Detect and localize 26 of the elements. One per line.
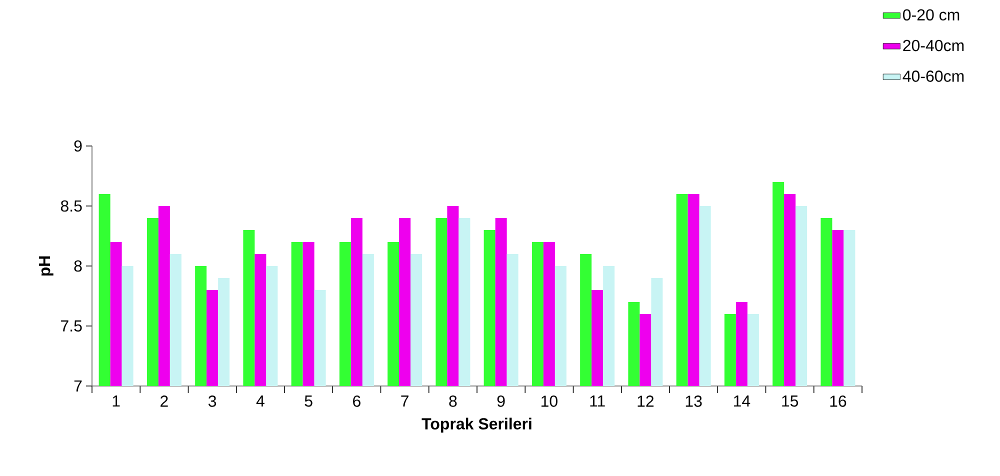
x-tick-label: 3	[208, 396, 216, 407]
y-tick-label: 7.5	[61, 320, 82, 332]
y-tick-label: 9	[74, 140, 82, 152]
x-tick-label: 11	[590, 396, 605, 407]
x-tick-label: 2	[160, 396, 168, 407]
y-axis-title: pH	[39, 256, 54, 276]
y-tick-label: 8.5	[60, 200, 82, 212]
y-tick-label: 7	[74, 380, 82, 392]
x-tick-label: 4	[256, 396, 264, 407]
x-axis-title: Toprak Serileri	[422, 418, 532, 433]
x-tick-label: 5	[304, 396, 312, 407]
legend-label: 0-20 cm	[903, 9, 960, 21]
x-tick-label: 8	[449, 396, 457, 407]
x-tick-label: 9	[497, 396, 505, 407]
x-tick-label: 10	[542, 396, 558, 407]
y-tick-label: 8	[74, 260, 82, 272]
x-tick-label: 14	[734, 396, 750, 407]
x-tick-label: 6	[353, 396, 360, 407]
legend-label: 40-60cm	[902, 70, 964, 82]
x-tick-label: 1	[112, 396, 120, 407]
x-tick-label: 16	[830, 396, 846, 407]
x-tick-label: 7	[401, 396, 408, 407]
x-tick-label: 15	[782, 396, 798, 407]
x-tick-label: 12	[638, 396, 654, 407]
legend-label: 20-40cm	[903, 40, 964, 52]
x-tick-label: 13	[686, 396, 702, 407]
